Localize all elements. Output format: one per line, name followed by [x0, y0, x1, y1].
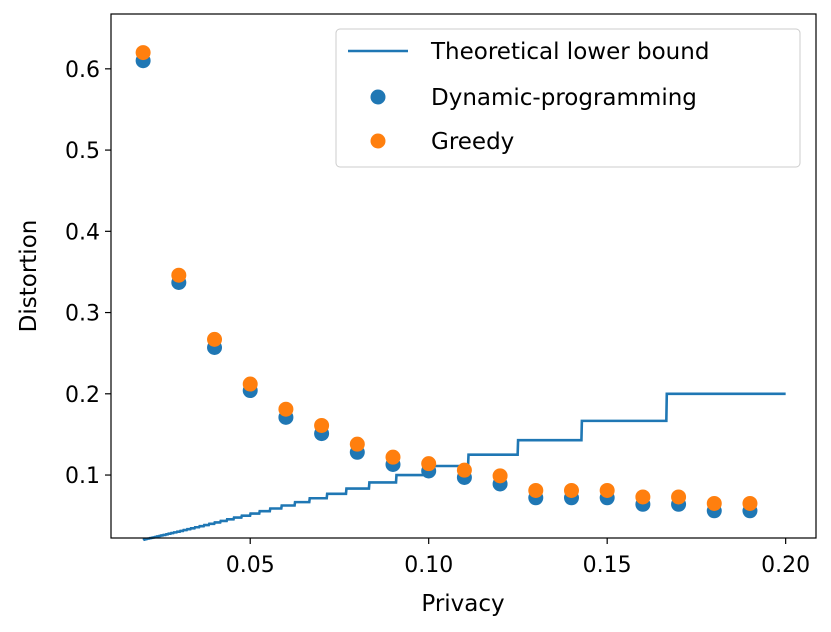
y-tick-label: 0.2 [65, 383, 100, 408]
x-axis-label: Privacy [421, 591, 504, 617]
greedy-point [563, 482, 579, 498]
greedy-point [671, 489, 687, 505]
x-tick-label: 0.20 [761, 553, 810, 578]
legend-label-dynamic-programming: Dynamic-programming [431, 85, 697, 111]
greedy-point [314, 417, 330, 433]
x-tick-label: 0.05 [226, 553, 275, 578]
axes-frame [110, 13, 817, 539]
greedy-points [135, 45, 758, 511]
greedy-point [599, 482, 615, 498]
legend-box [335, 28, 801, 168]
greedy-point [242, 376, 258, 392]
y-tick-label: 0.4 [65, 220, 100, 245]
greedy-point [492, 468, 508, 484]
y-axis-label: Distortion [16, 220, 42, 333]
greedy-point [706, 495, 722, 511]
legend-greedy-swatch [370, 133, 386, 149]
greedy-point [635, 489, 651, 505]
greedy-point [135, 45, 151, 61]
y-axis-ticks: 0.1 0.2 0.3 0.4 0.5 0.6 [65, 58, 111, 489]
plot-area [135, 45, 786, 542]
greedy-point [528, 482, 544, 498]
y-tick-label: 0.5 [65, 139, 100, 164]
y-tick-label: 0.1 [65, 464, 100, 489]
greedy-point [278, 401, 294, 417]
legend: Theoretical lower bound Dynamic-programm… [335, 28, 801, 168]
legend-label-theoretical: Theoretical lower bound [430, 39, 709, 65]
greedy-point [385, 449, 401, 465]
greedy-point [171, 267, 187, 283]
legend-label-greedy: Greedy [431, 129, 514, 155]
y-tick-label: 0.6 [65, 58, 100, 83]
x-tick-label: 0.15 [583, 553, 632, 578]
y-tick-label: 0.3 [65, 302, 100, 327]
greedy-point [421, 456, 437, 472]
x-axis-ticks: 0.05 0.10 0.15 0.20 [226, 538, 810, 578]
x-tick-label: 0.10 [404, 553, 453, 578]
greedy-point [456, 462, 472, 478]
greedy-point [207, 331, 223, 347]
legend-dp-swatch [370, 89, 386, 105]
greedy-point [742, 495, 758, 511]
greedy-point [349, 436, 365, 452]
